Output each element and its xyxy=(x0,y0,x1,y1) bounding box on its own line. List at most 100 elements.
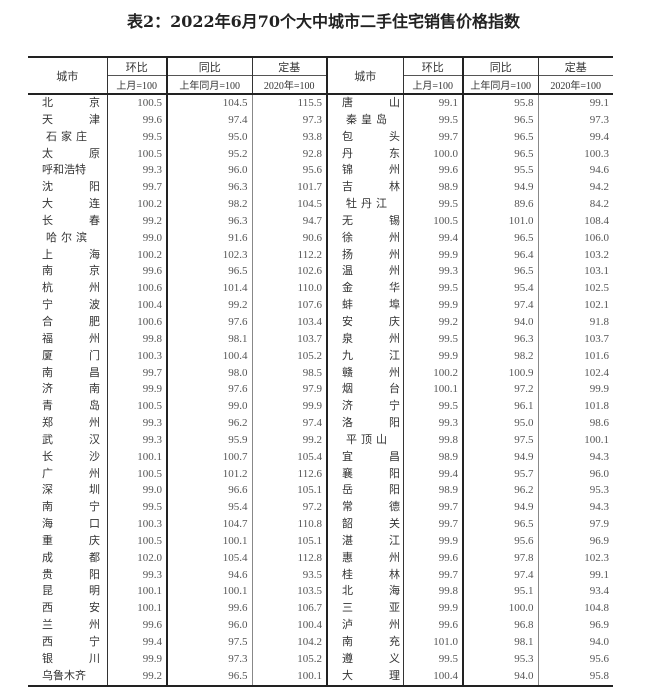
yoy-value: 99.2 xyxy=(166,297,252,314)
city-label: 长春 xyxy=(42,213,100,227)
base-value: 103.4 xyxy=(251,313,327,331)
base-value: 95.6 xyxy=(251,162,327,180)
mom-value: 102.0 xyxy=(106,549,167,567)
base-value: 92.8 xyxy=(251,145,327,163)
city-name: 西宁 xyxy=(28,634,107,651)
base-value: 100.4 xyxy=(251,617,327,634)
base-value: 94.2 xyxy=(537,179,613,197)
city-name: 锦州 xyxy=(326,162,403,180)
yoy-value: 96.1 xyxy=(462,398,538,416)
yoy-value: 96.2 xyxy=(166,415,252,432)
city-label: 赣州 xyxy=(342,365,400,379)
city-name: 武汉 xyxy=(28,432,107,449)
city-label: 大连 xyxy=(42,197,100,211)
mom-value: 99.9 xyxy=(402,532,463,550)
yoy-value: 94.6 xyxy=(166,566,252,584)
city-label: 烟台 xyxy=(342,382,400,396)
base-value: 101.8 xyxy=(537,398,613,416)
header-mom-base: 上月=100 xyxy=(402,75,463,95)
city-name: 海口 xyxy=(28,516,107,533)
city-name: 赣州 xyxy=(326,364,403,382)
yoy-value: 97.4 xyxy=(462,566,538,584)
city-label: 太原 xyxy=(42,146,100,160)
mom-value: 99.6 xyxy=(402,549,463,567)
base-value: 97.4 xyxy=(251,415,327,432)
city-label: 三亚 xyxy=(342,601,400,615)
city-label: 石家庄 xyxy=(46,129,91,143)
base-value: 97.9 xyxy=(251,381,327,399)
city-label: 襄阳 xyxy=(342,466,400,480)
city-label: 南昌 xyxy=(42,365,100,379)
yoy-value: 100.4 xyxy=(166,347,252,365)
city-label: 九江 xyxy=(342,348,400,362)
base-value: 107.6 xyxy=(251,297,327,314)
mom-value: 99.5 xyxy=(402,650,463,668)
header-yoy-base: 上年同月=100 xyxy=(462,75,538,95)
yoy-value: 96.5 xyxy=(462,229,538,247)
header-city: 城市 xyxy=(28,56,107,95)
header-base: 定基 xyxy=(537,56,613,76)
city-label: 北海 xyxy=(342,584,400,598)
header-mom: 环比 xyxy=(402,56,463,76)
yoy-value: 96.5 xyxy=(462,128,538,146)
header-mom: 环比 xyxy=(106,56,167,76)
yoy-value: 100.1 xyxy=(166,583,252,601)
city-label: 重庆 xyxy=(42,533,100,547)
yoy-value: 104.7 xyxy=(166,516,252,533)
city-name: 泸州 xyxy=(326,617,403,634)
city-name: 兰州 xyxy=(28,617,107,634)
mom-value: 99.3 xyxy=(106,566,167,584)
yoy-value: 96.5 xyxy=(166,263,252,281)
city-label: 宁波 xyxy=(42,298,100,312)
base-value: 104.5 xyxy=(251,196,327,213)
yoy-value: 100.1 xyxy=(166,532,252,550)
base-value: 101.6 xyxy=(537,347,613,365)
city-label: 海口 xyxy=(42,517,100,531)
yoy-value: 98.0 xyxy=(166,364,252,382)
yoy-value: 102.3 xyxy=(166,246,252,264)
city-label: 昆明 xyxy=(42,584,100,598)
city-name: 丹东 xyxy=(326,145,403,163)
yoy-value: 97.8 xyxy=(462,549,538,567)
base-value: 102.5 xyxy=(537,280,613,298)
yoy-value: 100.0 xyxy=(462,600,538,618)
yoy-value: 94.9 xyxy=(462,448,538,466)
city-label: 吉林 xyxy=(342,180,400,194)
city-name: 石家庄 xyxy=(28,129,107,146)
city-name: 桂林 xyxy=(326,566,403,584)
base-value: 93.8 xyxy=(251,128,327,146)
mom-value: 99.8 xyxy=(106,330,167,348)
header-base-base: 2020年=100 xyxy=(251,75,327,95)
base-value: 108.4 xyxy=(537,212,613,230)
yoy-value: 104.5 xyxy=(166,94,252,112)
city-label: 常德 xyxy=(342,500,400,514)
yoy-value: 101.0 xyxy=(462,212,538,230)
city-name: 常德 xyxy=(326,499,403,517)
base-value: 90.6 xyxy=(251,229,327,247)
yoy-value: 96.0 xyxy=(166,162,252,180)
mom-value: 99.4 xyxy=(106,634,167,651)
city-name: 岳阳 xyxy=(326,482,403,500)
city-name: 北京 xyxy=(28,94,107,112)
mom-value: 99.9 xyxy=(106,381,167,399)
city-name: 南京 xyxy=(28,263,107,280)
city-name: 三亚 xyxy=(326,600,403,618)
city-name: 南充 xyxy=(326,634,403,651)
city-name: 金华 xyxy=(326,280,403,298)
base-value: 99.1 xyxy=(537,94,613,112)
yoy-value: 97.6 xyxy=(166,381,252,399)
mom-value: 99.5 xyxy=(106,128,167,146)
mom-value: 99.3 xyxy=(402,415,463,432)
city-label: 上海 xyxy=(42,247,100,261)
city-label: 丹东 xyxy=(342,146,400,160)
city-name: 昆明 xyxy=(28,583,107,600)
